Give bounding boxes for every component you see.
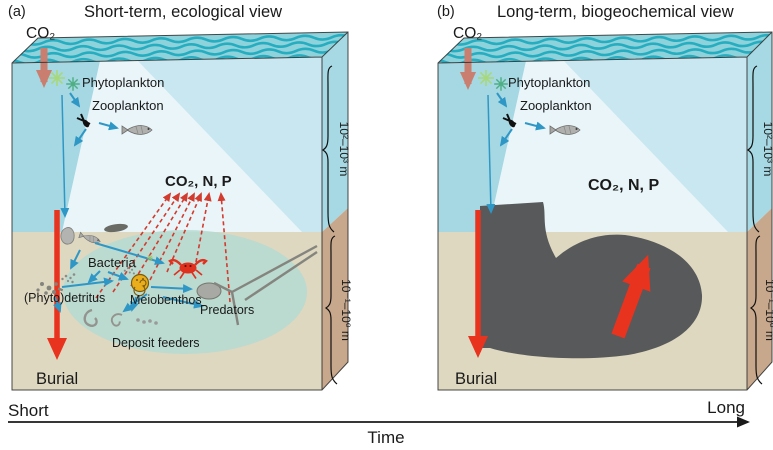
box-outline-b: [437, 31, 773, 391]
timeline-axis-label: Time: [367, 428, 404, 447]
timeline-end-label: Long: [707, 398, 745, 417]
co2-np-label: CO₂, N, P: [165, 173, 232, 190]
co2-np-label: CO₂, N, P: [588, 177, 659, 194]
panel-b: (b) Long-term, biogeochemical view CO₂ P…: [437, 3, 773, 391]
zooplankton-label: Zooplankton: [92, 98, 164, 113]
depth-label-upper: 10²–10³ m: [761, 122, 773, 177]
box-outline-a: [11, 31, 349, 391]
depth-label-lower: 10⁻¹–10⁰ m: [763, 279, 773, 341]
predators-label: Predators: [200, 303, 254, 317]
predator-icon: [213, 244, 318, 326]
bacteria-label: Bacteria: [88, 255, 136, 270]
co2-label: CO₂: [26, 25, 55, 42]
carcass-shell-icon: [60, 227, 75, 245]
panel-a: (a) Short-term, ecological view CO₂ Phyt…: [8, 3, 353, 391]
burial-label: Burial: [36, 370, 78, 388]
black-box-blob: [480, 202, 703, 359]
panel-title: Long-term, biogeochemical view: [497, 3, 734, 21]
deposit-feeders-label: Deposit feeders: [112, 336, 200, 350]
depth-bracket-upper: [321, 65, 335, 233]
panel-tag: (a): [8, 4, 26, 20]
phytodetritus-icon: [36, 282, 64, 295]
water-arrows-a: [60, 92, 119, 218]
timeline-start-label: Short: [8, 401, 49, 420]
depth-label-upper: 10²–10³ m: [337, 122, 351, 177]
side-face-sediment-a: [322, 208, 348, 390]
panel-title: Short-term, ecological view: [84, 3, 282, 21]
phytodetritus-label: (Phyto)detritus: [24, 291, 105, 305]
carcass-cucumber-icon: [104, 223, 128, 233]
depth-bracket-lower: [749, 235, 763, 385]
water-arrows-b: [486, 92, 546, 214]
release-arrow: [611, 254, 651, 339]
timeline-axis: Short Long Time: [8, 398, 750, 447]
phytoplankton-label: Phytoplankton: [82, 75, 164, 90]
co2-label: CO₂: [453, 25, 482, 42]
light-beam-b: [488, 61, 728, 232]
depth-bracket-lower: [324, 235, 338, 385]
light-beam-a: [62, 61, 302, 232]
panel-tag: (b): [437, 4, 455, 20]
meiobenthos-label: Meiobenthos: [130, 293, 202, 307]
rock-icon: [196, 282, 222, 300]
depth-bracket-upper: [746, 65, 760, 233]
benthic-arrows: [53, 242, 204, 313]
side-face-sediment-b: [747, 208, 772, 390]
depth-label-lower: 10⁻¹–10⁰ m: [339, 279, 353, 341]
deposit-feeder-icon: [136, 318, 158, 325]
zooplankton-label: Zooplankton: [520, 98, 592, 113]
burial-label: Burial: [455, 370, 497, 388]
phytoplankton-label: Phytoplankton: [508, 75, 590, 90]
